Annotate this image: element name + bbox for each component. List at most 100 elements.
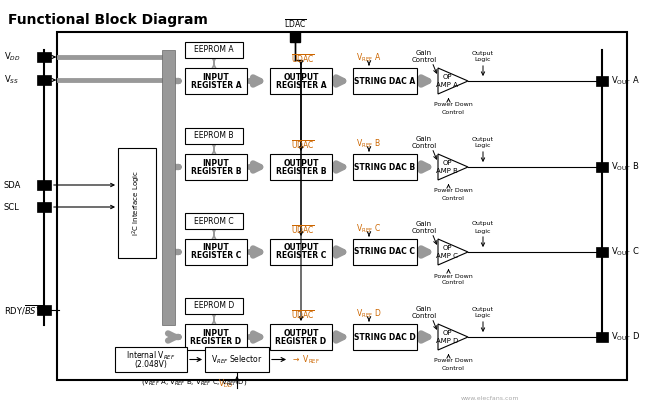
Text: INPUT: INPUT xyxy=(203,328,230,337)
Bar xyxy=(596,332,608,342)
Bar xyxy=(353,324,417,350)
Text: REGISTER A: REGISTER A xyxy=(276,81,326,90)
Text: Control: Control xyxy=(411,143,437,149)
Text: Control: Control xyxy=(441,110,464,115)
Bar xyxy=(37,52,51,62)
Text: Control: Control xyxy=(441,281,464,285)
Text: OUTPUT: OUTPUT xyxy=(283,159,319,168)
Text: $\rightarrow$ V$_{\mathrm{REF}}$: $\rightarrow$ V$_{\mathrm{REF}}$ xyxy=(291,353,320,366)
Bar xyxy=(57,32,627,380)
Text: V$_{SS}$: V$_{SS}$ xyxy=(4,74,19,86)
Text: OUTPUT: OUTPUT xyxy=(283,243,319,252)
Bar xyxy=(185,128,243,144)
Text: REGISTER D: REGISTER D xyxy=(276,337,327,346)
Bar xyxy=(596,162,608,172)
Text: AMP C: AMP C xyxy=(436,253,458,259)
Text: OUTPUT: OUTPUT xyxy=(283,328,319,337)
Text: STRING DAC C: STRING DAC C xyxy=(354,247,415,256)
Text: OUTPUT: OUTPUT xyxy=(283,72,319,81)
Text: EEPROM A: EEPROM A xyxy=(194,45,234,54)
Text: V$_{REF}$ Selector: V$_{REF}$ Selector xyxy=(211,353,263,366)
Bar xyxy=(185,324,247,350)
Text: V$_{\mathrm{OUT}}$ A: V$_{\mathrm{OUT}}$ A xyxy=(611,75,640,87)
Polygon shape xyxy=(438,154,468,180)
Text: Output: Output xyxy=(472,50,494,56)
Text: OP: OP xyxy=(442,160,452,166)
Text: OP: OP xyxy=(442,74,452,80)
Bar xyxy=(115,347,187,372)
Text: V$_{\mathrm{OUT}}$ C: V$_{\mathrm{OUT}}$ C xyxy=(611,246,640,258)
Text: V$_{\mathrm{OUT}}$ D: V$_{\mathrm{OUT}}$ D xyxy=(611,331,640,343)
Polygon shape xyxy=(438,68,468,94)
Bar xyxy=(353,154,417,180)
Text: INPUT: INPUT xyxy=(203,72,230,81)
Text: Power Down: Power Down xyxy=(434,359,472,364)
Bar xyxy=(185,68,247,94)
Text: REGISTER B: REGISTER B xyxy=(191,166,241,175)
Bar xyxy=(118,148,156,258)
Text: SCL: SCL xyxy=(4,202,20,211)
Bar xyxy=(37,202,51,212)
Text: V$_{DD}$: V$_{DD}$ xyxy=(4,51,20,63)
Bar xyxy=(353,68,417,94)
Text: Power Down: Power Down xyxy=(434,103,472,108)
Bar xyxy=(185,154,247,180)
Text: Output: Output xyxy=(472,222,494,227)
Bar xyxy=(185,42,243,58)
Bar xyxy=(290,32,300,42)
Bar xyxy=(270,239,332,265)
Text: AMP A: AMP A xyxy=(436,82,458,88)
Polygon shape xyxy=(438,239,468,265)
Text: (V$_{REF}$ A, V$_{REF}$ B, V$_{REF}$ C, V$_{REF}$ D): (V$_{REF}$ A, V$_{REF}$ B, V$_{REF}$ C, … xyxy=(141,377,247,387)
Text: Power Down: Power Down xyxy=(434,274,472,279)
Text: REGISTER A: REGISTER A xyxy=(191,81,241,90)
Bar xyxy=(270,68,332,94)
Text: STRING DAC B: STRING DAC B xyxy=(354,162,415,171)
Bar xyxy=(37,180,51,190)
Text: INPUT: INPUT xyxy=(203,159,230,168)
Text: Functional Block Diagram: Functional Block Diagram xyxy=(8,13,208,27)
Text: Gain: Gain xyxy=(416,221,432,227)
Text: REGISTER C: REGISTER C xyxy=(191,252,241,261)
Text: Control: Control xyxy=(411,57,437,63)
Text: Gain: Gain xyxy=(416,306,432,312)
Text: Logic: Logic xyxy=(475,229,491,234)
Text: Power Down: Power Down xyxy=(434,189,472,193)
Bar xyxy=(185,239,247,265)
Text: STRING DAC D: STRING DAC D xyxy=(354,333,416,342)
Bar xyxy=(353,239,417,265)
Text: Control: Control xyxy=(441,196,464,200)
Text: OP: OP xyxy=(442,330,452,336)
Bar xyxy=(270,154,332,180)
Text: EEPROM B: EEPROM B xyxy=(194,132,234,141)
Text: EEPROM D: EEPROM D xyxy=(194,301,234,310)
Text: V$_{DD}$: V$_{DD}$ xyxy=(218,378,233,390)
Text: RDY/$\overline{BSY}$: RDY/$\overline{BSY}$ xyxy=(4,303,43,317)
Text: STRING DAC A: STRING DAC A xyxy=(354,76,416,85)
Text: Gain: Gain xyxy=(416,136,432,142)
Text: (2.048V): (2.048V) xyxy=(134,360,167,369)
Text: REGISTER C: REGISTER C xyxy=(276,252,326,261)
Text: REGISTER B: REGISTER B xyxy=(276,166,326,175)
Bar xyxy=(185,298,243,314)
Text: Control: Control xyxy=(411,313,437,319)
Bar xyxy=(162,50,175,325)
Text: Internal V$_{REF}$: Internal V$_{REF}$ xyxy=(126,349,176,362)
Text: EEPROM C: EEPROM C xyxy=(194,216,234,225)
Bar xyxy=(596,76,608,86)
Bar xyxy=(596,247,608,257)
Text: Output: Output xyxy=(472,137,494,142)
Text: Gain: Gain xyxy=(416,50,432,56)
Text: AMP B: AMP B xyxy=(436,168,458,174)
Bar xyxy=(185,213,243,229)
Bar xyxy=(37,305,51,315)
Text: V$_{\mathrm{REF}}$ D: V$_{\mathrm{REF}}$ D xyxy=(356,308,382,320)
Text: Logic: Logic xyxy=(475,314,491,319)
Text: V$_{\mathrm{OUT}}$ B: V$_{\mathrm{OUT}}$ B xyxy=(611,161,640,173)
Text: Output: Output xyxy=(472,306,494,312)
Text: www.elecfans.com: www.elecfans.com xyxy=(461,396,520,400)
Text: V$_{\mathrm{REF}}$ B: V$_{\mathrm{REF}}$ B xyxy=(356,138,380,150)
Text: AMP D: AMP D xyxy=(436,338,458,344)
Text: I$^2$C Interface Logic: I$^2$C Interface Logic xyxy=(131,170,143,236)
Text: SDA: SDA xyxy=(4,180,22,189)
